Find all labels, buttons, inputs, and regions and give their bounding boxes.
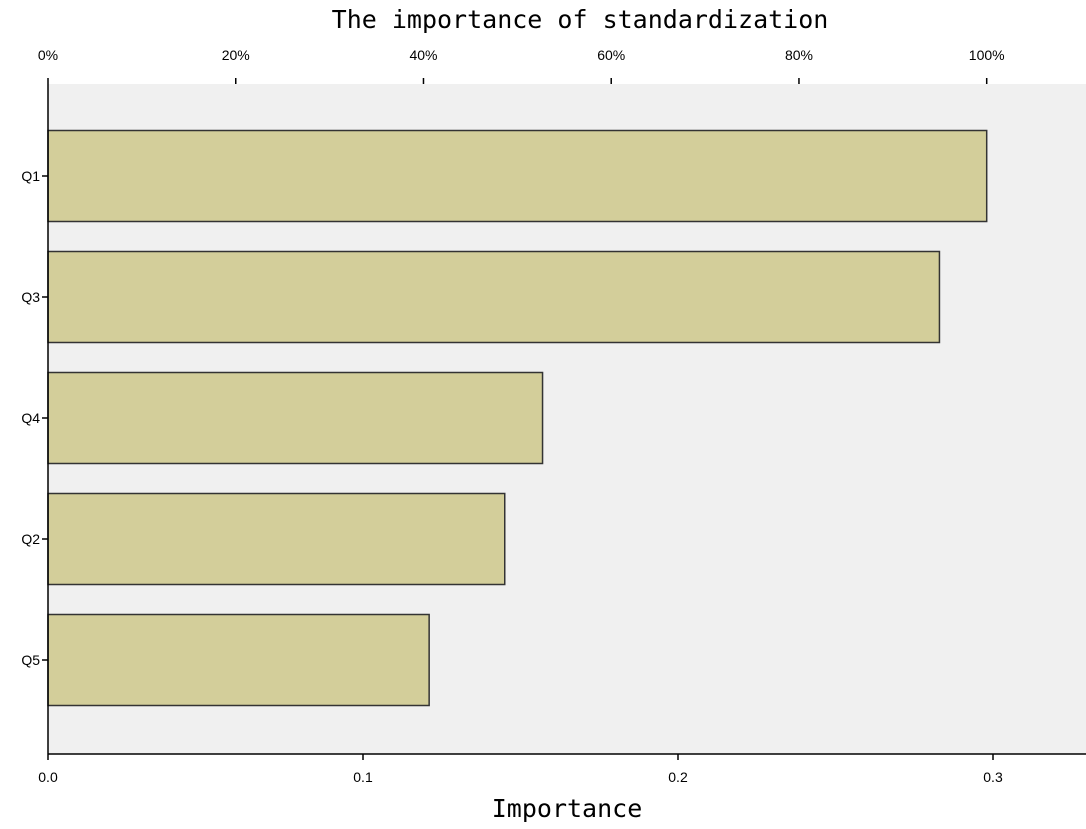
x-tick-label-3: 0.3 — [983, 769, 1003, 785]
x-ticks-group: 0.0 0.1 0.2 0.3 — [38, 754, 1003, 785]
top-tick-label-1: 20% — [222, 47, 250, 63]
bar-q3 — [47, 250, 941, 344]
y-ticks-group: Q1 Q3 Q4 Q2 Q5 — [21, 168, 48, 668]
top-tick-label-5: 100% — [969, 47, 1005, 63]
y-tick-label-q3: Q3 — [21, 289, 40, 305]
x-tick-label-1: 0.1 — [353, 769, 373, 785]
x-axis-label: Importance — [492, 794, 643, 823]
bar-q2 — [47, 492, 506, 586]
y-tick-label-q5: Q5 — [21, 652, 40, 668]
top-tick-label-0: 0% — [38, 47, 58, 63]
y-tick-label-q1: Q1 — [21, 168, 40, 184]
bar-q5 — [47, 613, 430, 707]
bar-q1 — [47, 129, 988, 223]
top-tick-label-4: 80% — [785, 47, 813, 63]
x-tick-label-0: 0.0 — [38, 769, 58, 785]
x-tick-label-2: 0.2 — [668, 769, 688, 785]
top-tick-label-2: 40% — [409, 47, 437, 63]
y-tick-label-q4: Q4 — [21, 410, 40, 426]
top-ticks-group: 0% 20% 40% 60% 80% 100% — [38, 47, 1005, 84]
top-tick-label-3: 60% — [597, 47, 625, 63]
bar-q4 — [47, 371, 544, 465]
y-tick-label-q2: Q2 — [21, 531, 40, 547]
chart-title: The importance of standardization — [332, 5, 829, 34]
bars-group — [47, 129, 988, 707]
